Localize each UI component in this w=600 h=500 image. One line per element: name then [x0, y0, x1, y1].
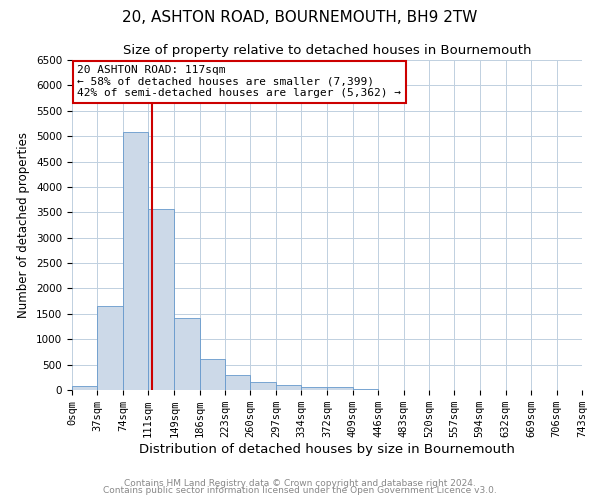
Bar	[250, 382, 276, 390]
Text: Contains public sector information licensed under the Open Government Licence v3: Contains public sector information licen…	[103, 486, 497, 495]
Bar	[148, 208, 174, 390]
Bar	[72, 386, 97, 390]
X-axis label: Distribution of detached houses by size in Bournemouth: Distribution of detached houses by size …	[139, 443, 515, 456]
Bar	[225, 375, 250, 390]
Text: 20, ASHTON ROAD, BOURNEMOUTH, BH9 2TW: 20, ASHTON ROAD, BOURNEMOUTH, BH9 2TW	[122, 10, 478, 25]
Bar	[97, 306, 123, 390]
Y-axis label: Number of detached properties: Number of detached properties	[17, 132, 31, 318]
Bar	[276, 385, 301, 390]
Text: Contains HM Land Registry data © Crown copyright and database right 2024.: Contains HM Land Registry data © Crown c…	[124, 478, 476, 488]
Title: Size of property relative to detached houses in Bournemouth: Size of property relative to detached ho…	[123, 44, 531, 58]
Bar	[200, 358, 225, 390]
Bar	[174, 318, 200, 390]
Bar	[123, 132, 148, 390]
Bar	[353, 388, 378, 390]
Bar	[301, 387, 328, 390]
Text: 20 ASHTON ROAD: 117sqm
← 58% of detached houses are smaller (7,399)
42% of semi-: 20 ASHTON ROAD: 117sqm ← 58% of detached…	[77, 65, 401, 98]
Bar	[328, 388, 353, 390]
